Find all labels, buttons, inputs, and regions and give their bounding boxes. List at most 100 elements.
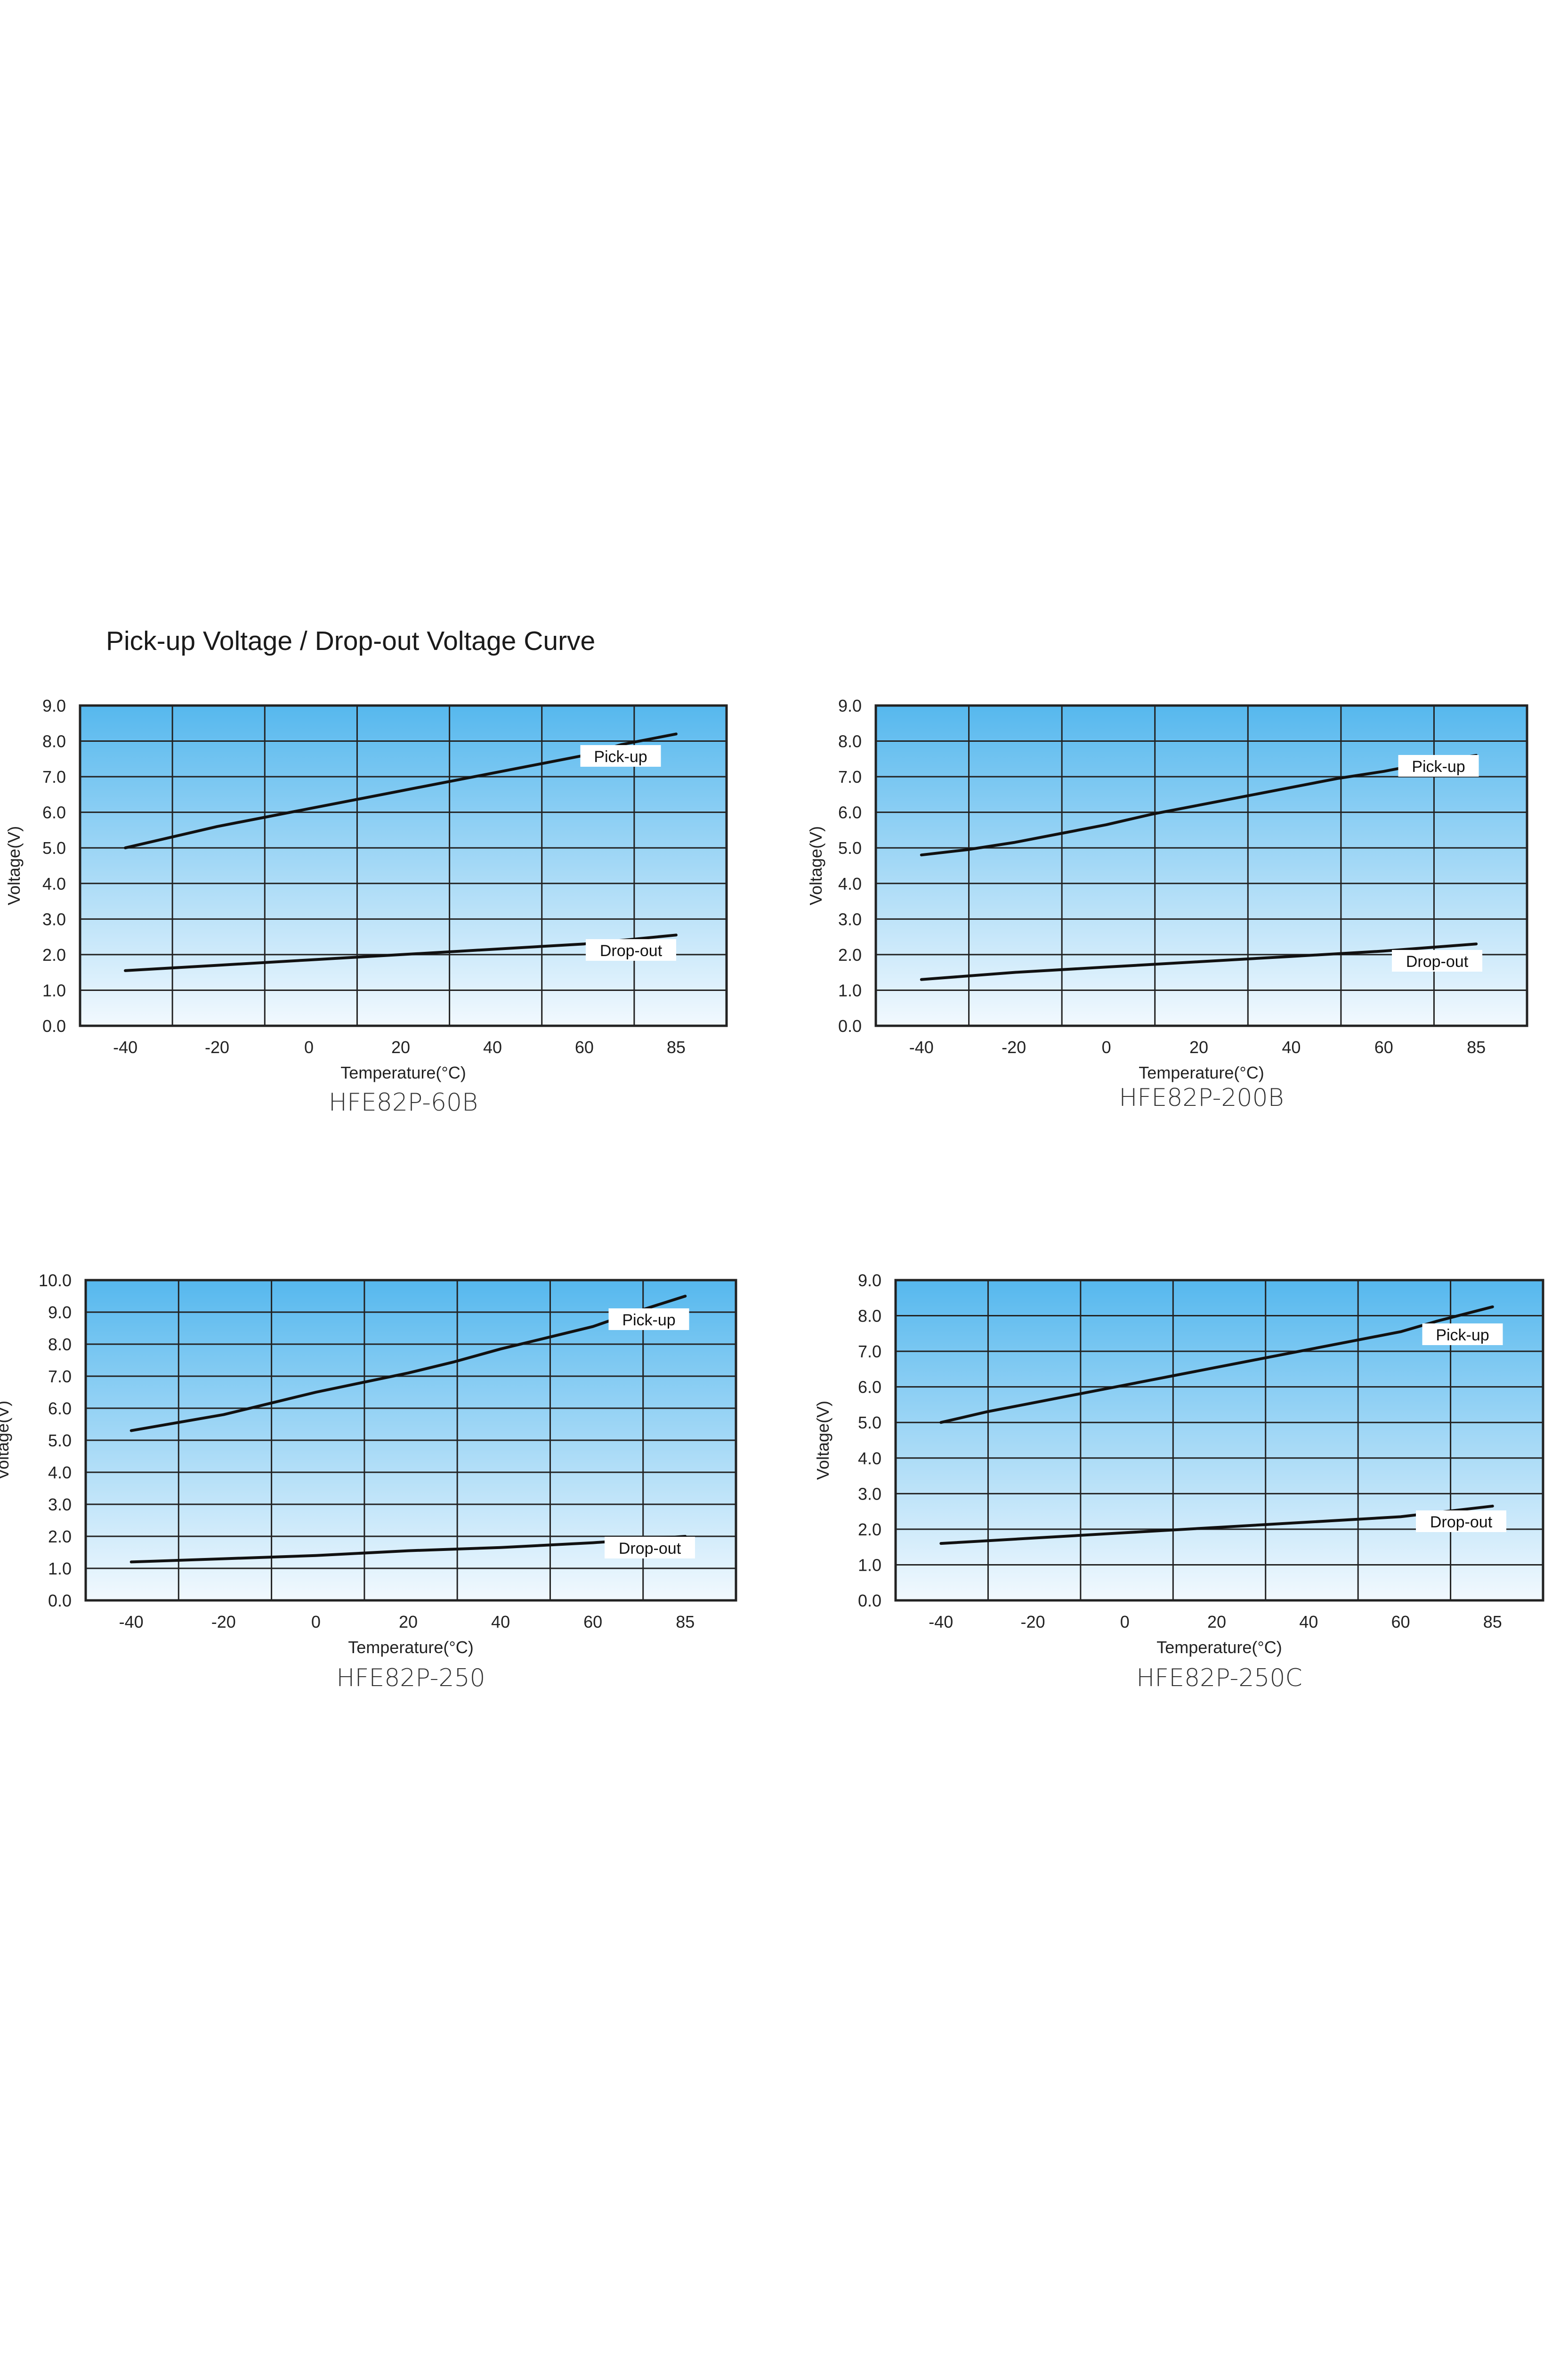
x-tick-label: 85 xyxy=(667,1038,686,1057)
x-tick-label: -20 xyxy=(211,1612,236,1631)
y-tick-label: 6.0 xyxy=(858,1378,881,1397)
x-tick-label: -20 xyxy=(1020,1612,1045,1631)
y-tick-label: 2.0 xyxy=(42,945,66,965)
x-tick-label: 0 xyxy=(304,1038,314,1057)
x-tick-label: -40 xyxy=(113,1038,137,1057)
chart-caption: HFE82P-200B xyxy=(1119,1084,1284,1112)
y-tick-label: 2.0 xyxy=(838,945,862,965)
series-line-pickup xyxy=(920,754,1478,857)
x-tick-label: 85 xyxy=(1483,1612,1502,1631)
x-tick-label: 40 xyxy=(1299,1612,1318,1631)
y-tick-label: 6.0 xyxy=(838,803,862,822)
x-tick-label: 0 xyxy=(1102,1038,1111,1057)
series-label: Pick-up xyxy=(1412,758,1465,776)
series-line-dropout xyxy=(129,1535,687,1564)
plot-frame xyxy=(79,704,728,1027)
series-label: Drop-out xyxy=(1406,953,1469,971)
series-label: Drop-out xyxy=(619,1540,681,1558)
x-tick-label: -40 xyxy=(909,1038,934,1057)
y-tick-label: 2.0 xyxy=(48,1527,72,1546)
series-label-box xyxy=(1392,950,1482,972)
y-axis-label: Voltage(V) xyxy=(806,826,825,905)
x-tick-label: 60 xyxy=(575,1038,594,1057)
chart-1: 0.0 1.0 2.0 3.0 4.0 5.0 6.0 7.0 8.0 9.0 -40 -20 0 20 4… xyxy=(806,696,1528,1112)
y-tick-label: 3.0 xyxy=(858,1484,881,1503)
chart-caption: HFE82P-60B xyxy=(329,1088,478,1117)
chart-caption: HFE82P-250C xyxy=(1136,1664,1302,1692)
x-tick-label: 20 xyxy=(399,1612,418,1631)
y-tick-label: 9.0 xyxy=(42,696,66,715)
y-tick-label: 7.0 xyxy=(48,1367,72,1386)
y-tick-label: 7.0 xyxy=(42,767,66,787)
series-label-box xyxy=(1422,1323,1503,1345)
chart-3: 0.0 1.0 2.0 3.0 4.0 5.0 6.0 7.0 8.0 9.0 -40 -20 0 20 4… xyxy=(813,1271,1544,1692)
y-tick-label: 5.0 xyxy=(48,1431,72,1450)
series-label: Drop-out xyxy=(600,942,663,960)
series-label-box xyxy=(586,939,676,961)
y-tick-label: 0.0 xyxy=(48,1591,72,1610)
y-tick-label: 8.0 xyxy=(858,1306,881,1326)
x-tick-label: -20 xyxy=(1002,1038,1026,1057)
y-tick-label: 3.0 xyxy=(838,909,862,929)
x-tick-label: 20 xyxy=(1207,1612,1226,1631)
series-label-box xyxy=(605,1537,695,1558)
x-tick-label: 60 xyxy=(583,1612,602,1631)
y-tick-label: 2.0 xyxy=(858,1520,881,1539)
y-tick-label: 7.0 xyxy=(858,1342,881,1361)
y-tick-label: 1.0 xyxy=(42,981,66,1000)
series-label-box xyxy=(1416,1510,1506,1532)
y-axis-label: Voltage(V) xyxy=(0,1401,12,1480)
y-tick-label: 3.0 xyxy=(48,1495,72,1514)
x-tick-label: -40 xyxy=(929,1612,953,1631)
x-tick-label: 0 xyxy=(311,1612,321,1631)
y-tick-label: 4.0 xyxy=(838,874,862,893)
x-tick-label: -20 xyxy=(205,1038,229,1057)
plot-frame xyxy=(874,704,1528,1027)
y-tick-label: 5.0 xyxy=(838,838,862,858)
y-tick-label: 1.0 xyxy=(48,1559,72,1578)
series-line-pickup xyxy=(939,1305,1494,1424)
x-tick-label: 40 xyxy=(491,1612,510,1631)
series-line-dropout xyxy=(939,1504,1494,1545)
x-tick-label: 60 xyxy=(1374,1038,1393,1057)
series-label-box xyxy=(580,745,661,767)
chart-caption: HFE82P-250 xyxy=(336,1664,485,1692)
plot-frame xyxy=(894,1279,1544,1602)
y-tick-label: 6.0 xyxy=(42,803,66,822)
x-tick-label: 85 xyxy=(676,1612,695,1631)
x-tick-label: 20 xyxy=(1189,1038,1208,1057)
series-label: Pick-up xyxy=(594,748,647,766)
series-label-box xyxy=(1398,755,1479,777)
series-label-box xyxy=(608,1308,689,1330)
series-label: Pick-up xyxy=(622,1311,675,1329)
y-tick-label: 3.0 xyxy=(42,909,66,929)
y-tick-label: 0.0 xyxy=(42,1016,66,1036)
chart-0: 0.0 1.0 2.0 3.0 4.0 5.0 6.0 7.0 8.0 9.0 -40 -20 0 20 4… xyxy=(4,696,728,1117)
series-label: Drop-out xyxy=(1430,1513,1493,1531)
x-axis-label: Temperature(°C) xyxy=(340,1063,466,1082)
x-tick-label: 60 xyxy=(1391,1612,1410,1631)
series-line-dropout xyxy=(920,942,1478,981)
series-label: Pick-up xyxy=(1436,1326,1489,1344)
plot-frame xyxy=(84,1279,737,1602)
y-axis-label: Voltage(V) xyxy=(813,1401,832,1480)
y-tick-label: 5.0 xyxy=(858,1413,881,1432)
chart-2: 0.0 1.0 2.0 3.0 4.0 5.0 6.0 7.0 8.0 9.0 10.0 -40 -20… xyxy=(0,1271,737,1692)
x-tick-label: 40 xyxy=(1282,1038,1301,1057)
series-line-dropout xyxy=(124,933,678,972)
y-tick-label: 8.0 xyxy=(48,1335,72,1354)
y-tick-label: 0.0 xyxy=(858,1591,881,1610)
y-tick-label: 8.0 xyxy=(838,732,862,751)
x-axis-label: Temperature(°C) xyxy=(1156,1638,1282,1657)
y-tick-label: 6.0 xyxy=(48,1399,72,1418)
y-tick-label: 4.0 xyxy=(48,1463,72,1482)
y-tick-label: 0.0 xyxy=(838,1016,862,1036)
y-tick-label: 9.0 xyxy=(48,1303,72,1322)
x-tick-label: 85 xyxy=(1467,1038,1486,1057)
y-tick-label: 1.0 xyxy=(838,981,862,1000)
y-tick-label: 8.0 xyxy=(42,732,66,751)
x-axis-label: Temperature(°C) xyxy=(1139,1063,1264,1082)
y-tick-label: 1.0 xyxy=(858,1555,881,1574)
y-tick-label: 9.0 xyxy=(838,696,862,715)
